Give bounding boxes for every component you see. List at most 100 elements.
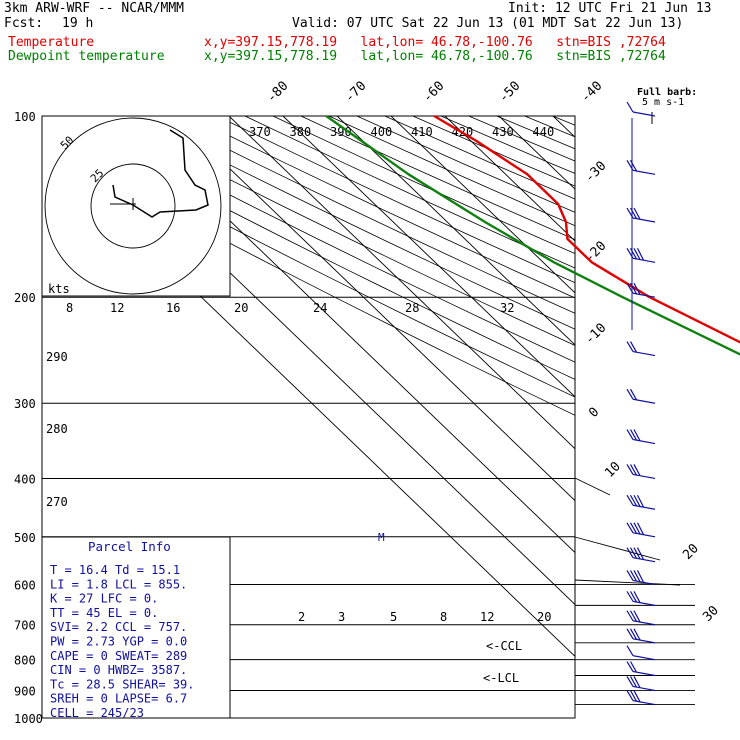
isotherm-label: -70 [342, 79, 369, 106]
dry-adiabat-line [328, 116, 575, 227]
pressure-label: 800 [14, 654, 36, 668]
wind-barb-staff [632, 532, 656, 538]
wind-barb-flag [633, 207, 641, 220]
wind-barb-flag [629, 628, 638, 640]
temperature-location: x,y=397.15,778.19 lat,lon= 46.78,-100.76… [204, 35, 666, 50]
hodograph-box [41, 115, 231, 297]
wind-barb-flag [633, 522, 641, 535]
wind-barb-staff [632, 350, 656, 357]
wind-barb-flag [626, 610, 634, 622]
wind-barb-flag [633, 464, 641, 476]
dry-adiabat-line [496, 116, 575, 150]
parcel-info-line: TT = 45 EL = 0. [50, 606, 158, 620]
temperature-legend: Temperature [8, 35, 95, 50]
wind-barb-flag [626, 388, 634, 400]
pressure-label: 1000 [14, 712, 43, 726]
isotherm-label: 30 [700, 603, 722, 625]
wind-barb-flag [626, 547, 634, 559]
parcel-info-line: CAPE = 0 SWEAT= 289 [50, 649, 187, 663]
wind-barb-flag [626, 645, 634, 656]
wind-barb-staff [632, 257, 656, 263]
wind-barb-flag [633, 547, 641, 560]
barb-legend-title: Full barb: [637, 87, 697, 98]
isotherm-label: 20 [680, 541, 702, 563]
parcel-info-line: LI = 1.8 LCL = 855. [50, 577, 187, 591]
isotherm-line [174, 116, 575, 502]
wind-barb-flag [626, 101, 634, 113]
dry-adiabat-line [188, 116, 575, 299]
wind-barb-flag [629, 690, 638, 702]
pressure-label: 700 [14, 619, 36, 633]
wind-barb-flag [629, 160, 638, 172]
wind-barb-flag [629, 341, 638, 353]
left-theta-label: 290 [46, 350, 68, 364]
parcel-info-line: K = 27 LFC = 0. [50, 592, 158, 606]
dry-adiabat-line [300, 116, 575, 241]
parcel-info-line: T = 16.4 Td = 15.1 [50, 563, 180, 577]
hodograph-speed-label: 8 [66, 301, 73, 315]
pressure-label: 900 [14, 684, 36, 698]
dry-adiabat-line [244, 116, 575, 269]
hodograph-ring-outer [44, 117, 222, 295]
pressure-label: 600 [14, 578, 36, 592]
wind-barb-staff [632, 638, 656, 644]
isotherm-line [228, 116, 575, 450]
wind-barb-flag [633, 591, 641, 603]
isotherm-label: 0 [586, 405, 602, 421]
wind-barb-staff [632, 111, 656, 117]
wind-barb-flag [626, 628, 634, 640]
wind-barb-staff [632, 600, 656, 606]
wind-barb-flag [636, 570, 645, 583]
pressure-label: 300 [14, 397, 36, 411]
isotherm-line [715, 116, 740, 718]
dry-adiabat-label: 380 [290, 125, 312, 139]
frame-extension-line [574, 536, 661, 561]
dewpoint-location: x,y=397.15,778.19 lat,lon= 46.78,-100.76… [204, 49, 666, 64]
isotherm-line [661, 116, 740, 718]
wind-barb-staff [632, 579, 656, 586]
ccl-annotation: <-CCL [486, 639, 522, 653]
isotherm-line [282, 116, 575, 398]
mixing-ratio-label: 12 [480, 610, 494, 624]
pressure-label: 500 [14, 531, 36, 545]
hodograph-speed-label: 20 [234, 301, 248, 315]
wind-barb-flag [633, 570, 641, 582]
isotherm-label: -80 [264, 79, 291, 106]
isotherm-label: -40 [578, 79, 605, 106]
init-time: Init: 12 UTC Fri 21 Jun 13 [508, 1, 712, 16]
dry-adiabat-label: 430 [492, 125, 514, 139]
isotherm-label: -50 [496, 79, 523, 106]
mixing-ratio-label: 2 [298, 610, 305, 624]
isotherm-label: -20 [582, 239, 609, 266]
wind-barb-staff [632, 557, 656, 563]
parcel-info-line: CELL = 245/23 [50, 706, 144, 720]
wind-barb-flag [626, 591, 634, 602]
dry-adiabat-label: 390 [330, 125, 352, 139]
temperature-profile-line [433, 114, 740, 344]
isotherm-line [336, 116, 575, 346]
parcel-info-line: SREH = 0 LAPSE= 6.7 [50, 692, 187, 706]
wind-barb-flag [629, 429, 638, 441]
wind-barb-staff [632, 398, 656, 404]
wind-barb-flag [626, 522, 634, 534]
wind-barb-flag [633, 282, 641, 295]
wind-barb-staff [632, 699, 656, 706]
dry-adiabat-line [216, 116, 575, 284]
isotherm-label: 10 [602, 459, 624, 481]
wind-barb-staff [632, 217, 656, 223]
hodograph-speed-label: 28 [405, 301, 419, 315]
dry-adiabat-label: 410 [411, 125, 433, 139]
isotherm-line [552, 116, 575, 138]
left-theta-label: 270 [46, 495, 68, 509]
parcel-info-title: Parcel Info [88, 539, 171, 554]
wind-barb-flag [626, 494, 634, 506]
dry-adiabat-line [77, 116, 575, 363]
dry-adiabat-line [552, 116, 575, 126]
wind-barb-flag [626, 464, 634, 475]
wind-barb-flag [629, 388, 638, 401]
hodograph-speed-label: 24 [313, 301, 327, 315]
wind-barb-staff [632, 438, 656, 445]
pressure-label: 100 [14, 110, 36, 124]
isotherm-line [498, 116, 575, 190]
dry-adiabat-line [42, 142, 575, 416]
